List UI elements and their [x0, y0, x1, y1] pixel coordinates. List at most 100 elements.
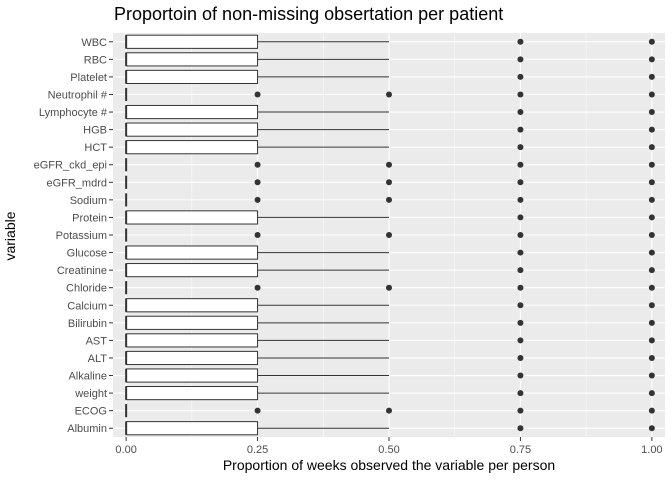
box-iqr [125, 122, 259, 137]
outlier-point [648, 91, 655, 98]
outlier-point [517, 232, 524, 238]
outlier-point [517, 38, 524, 45]
outlier-point [648, 56, 655, 63]
box-group-ast [125, 333, 655, 348]
box-group-hct [125, 140, 655, 155]
outlier-point [254, 91, 261, 98]
x-tick-label: 1.00 [641, 444, 662, 456]
outlier-point [517, 425, 524, 432]
box-group-creatinine [125, 263, 655, 278]
marks-layer [125, 34, 655, 436]
outlier-point [517, 109, 524, 116]
outlier-point [648, 337, 655, 344]
box-iqr [125, 34, 259, 49]
box-group-egfr-mdrd [125, 175, 655, 189]
outlier-point [517, 214, 524, 221]
box-group-rbc [125, 52, 655, 67]
box-iqr [125, 104, 259, 120]
outlier-point [517, 196, 524, 203]
x-tick-label: 0.75 [510, 444, 531, 456]
outlier-point [648, 38, 655, 45]
box-group-protein [125, 210, 655, 225]
outlier-point [386, 407, 392, 414]
y-tick-label: eGFR_mdrd [46, 177, 107, 189]
outlier-point [648, 354, 655, 361]
outlier-point [386, 179, 392, 186]
box-iqr [125, 368, 259, 383]
y-tick-label: Chloride [66, 283, 107, 295]
outlier-point [648, 232, 655, 238]
y-tick-label: Platelet [70, 72, 107, 84]
outlier-point [254, 196, 261, 203]
box-group-weight [125, 386, 655, 401]
y-tick-label: Sodium [70, 195, 107, 207]
x-tick-label: 0.25 [247, 444, 268, 456]
box-group-wbc [125, 34, 655, 49]
box-iqr [125, 298, 259, 313]
y-tick-label: Bilirubin [68, 318, 107, 330]
box-group-albumin [125, 421, 655, 436]
outlier-point [648, 372, 655, 379]
y-tick-label: Albumin [67, 423, 107, 435]
y-tick-label: RBC [84, 54, 107, 66]
outlier-point [254, 161, 261, 168]
box-group-egfr-ckd-epi [125, 158, 655, 172]
y-tick-label: Calcium [67, 300, 107, 312]
box-iqr [125, 140, 259, 155]
box-iqr [125, 69, 259, 85]
outlier-point [648, 126, 655, 133]
outlier-point [386, 232, 392, 238]
y-tick-label: Glucose [67, 248, 107, 260]
y-tick-label: Protein [72, 212, 107, 224]
box-iqr [125, 52, 259, 67]
outlier-point [386, 161, 392, 168]
y-tick-label: HCT [84, 142, 107, 154]
outlier-point [517, 56, 524, 63]
outlier-point [648, 196, 655, 203]
y-tick-label: AST [86, 335, 108, 347]
box-group-neutrophil [125, 87, 655, 102]
box-iqr [125, 421, 259, 436]
outlier-point [648, 179, 655, 186]
y-tick-label: HGB [83, 125, 107, 137]
outlier-point [517, 126, 524, 133]
y-tick-label: Potassium [56, 230, 107, 242]
outlier-point [386, 284, 392, 291]
box-group-hgb [125, 122, 655, 137]
outlier-point [517, 354, 524, 361]
box-group-calcium [125, 298, 655, 313]
outlier-point [517, 407, 524, 414]
box-iqr [125, 210, 259, 225]
outlier-point [517, 284, 524, 291]
axis-layer: WBC RBC Platelet Neutrophil # Lymphocyte # HG… [34, 37, 663, 456]
box-group-lymphocyte [125, 104, 655, 120]
outlier-point [648, 425, 655, 432]
outlier-point [517, 390, 524, 397]
outlier-point [648, 249, 655, 256]
box-group-platelet [125, 69, 655, 85]
y-tick-label: Lymphocyte # [39, 107, 108, 119]
box-iqr [125, 350, 259, 366]
box-group-potassium [125, 228, 655, 242]
y-tick-label: Neutrophil # [48, 89, 108, 101]
outlier-point [386, 91, 392, 98]
x-tick-label: 0.00 [115, 444, 136, 456]
outlier-point [517, 319, 524, 326]
outlier-point [254, 407, 261, 414]
box-iqr [125, 386, 259, 401]
y-tick-label: Alkaline [68, 371, 107, 383]
outlier-point [648, 214, 655, 221]
outlier-point [648, 319, 655, 326]
outlier-point [517, 73, 524, 80]
outlier-point [517, 179, 524, 186]
y-tick-label: ECOG [75, 406, 107, 418]
outlier-point [517, 249, 524, 256]
outlier-point [648, 407, 655, 414]
outlier-point [254, 232, 261, 238]
box-iqr [125, 315, 259, 330]
outlier-point [648, 161, 655, 168]
outlier-point [517, 337, 524, 344]
outlier-point [254, 284, 261, 291]
outlier-point [648, 390, 655, 397]
